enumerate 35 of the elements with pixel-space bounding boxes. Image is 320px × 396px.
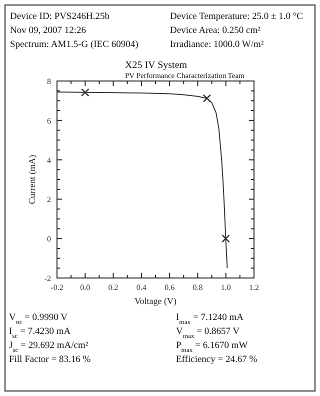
y-tick-label: 0 — [47, 234, 51, 244]
x-tick-label: 0.6 — [164, 283, 175, 292]
x-tick-label: 0.4 — [136, 283, 146, 292]
text: P$_{max}$ = 6.1670 mW — [176, 341, 248, 354]
y-tick-label: 4 — [47, 156, 51, 165]
x-tick-label: 0.0 — [80, 283, 90, 292]
point — [202, 94, 212, 102]
text: Device Temperature: 25.0 ± 1.0 °C — [170, 12, 303, 22]
x-tick-label: 1.0 — [220, 283, 231, 292]
x-tick-label: 1.2 — [249, 283, 259, 292]
x-tick-label: 0.8 — [192, 283, 203, 292]
text: Efficiency = 24.67 % — [176, 355, 258, 365]
text: V$_{max}$ = 0.8657 V — [176, 327, 240, 340]
text: I$_{sc}$ = 7.4230 mA — [9, 327, 71, 340]
y-axis-title: Current (mA) — [27, 154, 37, 204]
y-tick-label: 2 — [47, 195, 51, 204]
text: Fill Factor = 83.16 % — [9, 355, 91, 365]
text: Device ID: PVS246H.25b — [10, 12, 110, 22]
text: I$_{max}$ = 7.1240 mA — [176, 313, 244, 326]
x-axis-title: Voltage (V) — [134, 296, 177, 306]
text: Irradiance: 1000.0 W/m² — [170, 40, 264, 50]
text: Spectrum: AM1.5-G (IEC 60904) — [10, 40, 138, 50]
point — [222, 234, 230, 243]
x-tick-label: -0.2 — [50, 283, 64, 292]
y-tick-label: 6 — [47, 116, 51, 126]
y-tick-label: -2 — [44, 274, 51, 283]
text: J$_{sc}$ = 29.692 mA/cm² — [9, 341, 88, 354]
line-series — [56, 92, 228, 269]
point — [80, 88, 90, 97]
text: Nov 09, 2007 12:26 — [10, 26, 86, 36]
text: V$_{oc}$ = 0.9990 V — [9, 313, 68, 326]
text: Device Area: 0.250 cm² — [170, 26, 261, 36]
chart-title: X25 IV System — [125, 60, 188, 71]
y-tick-label: 8 — [47, 77, 51, 86]
x-tick-label: 0.2 — [108, 283, 118, 292]
